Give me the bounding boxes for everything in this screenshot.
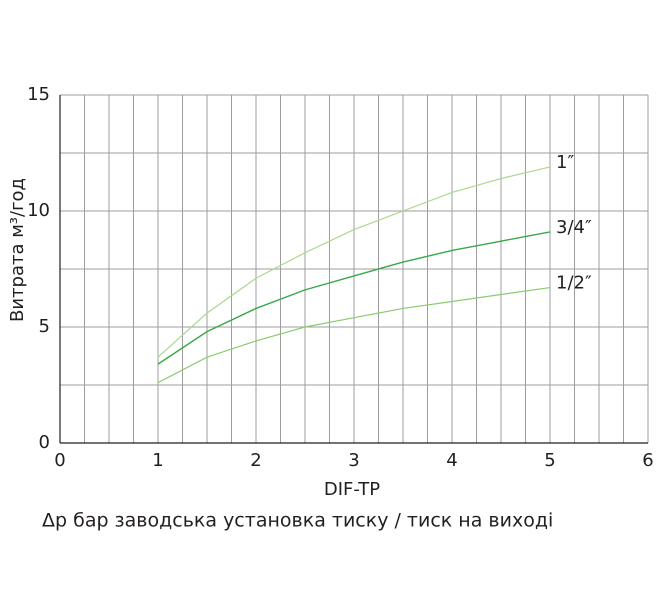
- y-tick-label: 15: [27, 84, 50, 105]
- x-tick-label: 0: [54, 450, 65, 471]
- x-axis-label: DIF-TP: [324, 479, 380, 500]
- x-tick-label: 1: [152, 450, 163, 471]
- legend-label: 3/4″: [556, 217, 592, 238]
- series-line: [157, 231, 551, 365]
- legend-label: 1″: [556, 152, 574, 173]
- series-line: [157, 166, 551, 358]
- series-line: [157, 286, 551, 384]
- x-tick-label: 2: [250, 450, 261, 471]
- legend-label: 1/2″: [556, 273, 592, 294]
- y-tick-label: 5: [39, 316, 50, 337]
- x-tick-label: 6: [642, 450, 653, 471]
- x-tick-label: 3: [348, 450, 359, 471]
- y-tick-label: 0: [39, 432, 50, 453]
- subtitle: Δр бар заводська установка тиску / тиск …: [42, 510, 553, 532]
- x-tick-label: 5: [544, 450, 555, 471]
- y-axis-label: Витрата м³/год: [7, 178, 28, 322]
- x-tick-label: 4: [446, 450, 457, 471]
- y-tick-label: 10: [27, 200, 50, 221]
